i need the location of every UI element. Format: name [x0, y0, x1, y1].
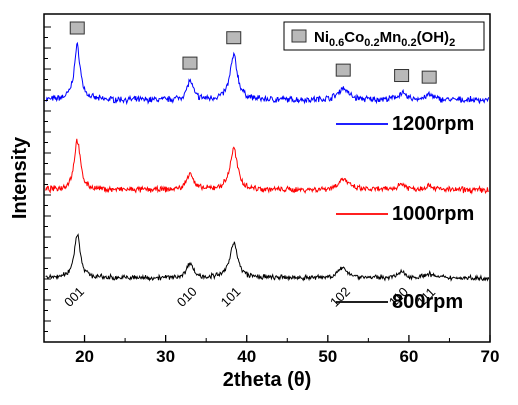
legend-formula: Ni0.6Co0.2Mn0.2(OH)2	[314, 29, 455, 49]
series-line-800rpm	[45, 233, 490, 282]
x-tick-label: 30	[156, 347, 175, 366]
peak-marker	[226, 31, 242, 45]
series-line-1000rpm	[45, 138, 490, 195]
peak-marker	[182, 56, 198, 70]
legend-formula-part: 0.6	[329, 37, 344, 49]
legend-formula-part: Mn	[380, 29, 402, 46]
x-tick-label: 60	[399, 347, 418, 366]
peak-marker	[394, 69, 410, 83]
legend-marker	[291, 29, 307, 43]
x-tick-label: 40	[237, 347, 256, 366]
x-tick-label: 20	[75, 347, 94, 366]
series-label: 1200rpm	[392, 113, 474, 135]
x-tick-label: 50	[318, 347, 337, 366]
legend-formula-part: 0.2	[401, 37, 416, 49]
peak-index-label: 010	[174, 284, 200, 310]
plot-frame	[43, 13, 491, 343]
legend-box	[283, 21, 485, 51]
peak-marker	[335, 63, 351, 77]
y-axis-title: Intensity	[9, 136, 31, 219]
series-label: 1000rpm	[392, 203, 474, 225]
series-label: 800rpm	[392, 291, 463, 313]
legend-formula-part: (OH)	[417, 29, 450, 46]
legend-formula-part: Co	[344, 29, 364, 46]
peak-index-label: 101	[218, 284, 244, 310]
legend: Ni0.6Co0.2Mn0.2(OH)2	[283, 21, 485, 51]
peak-marker	[69, 21, 85, 35]
legend-formula-part: 0.2	[364, 37, 379, 49]
peak-index-label: 102	[327, 284, 353, 310]
series-line-1200rpm	[45, 41, 490, 106]
x-axis: 20 30 40 50 60 70	[43, 335, 500, 366]
legend-formula-part: 2	[449, 37, 455, 49]
peak-marker	[421, 70, 437, 84]
peak-index-label: 001	[61, 284, 87, 310]
y-axis	[44, 26, 51, 332]
x-tick-label: 70	[481, 347, 500, 366]
x-axis-title: 2theta (θ)	[223, 369, 312, 391]
legend-formula-part: Ni	[314, 29, 329, 46]
